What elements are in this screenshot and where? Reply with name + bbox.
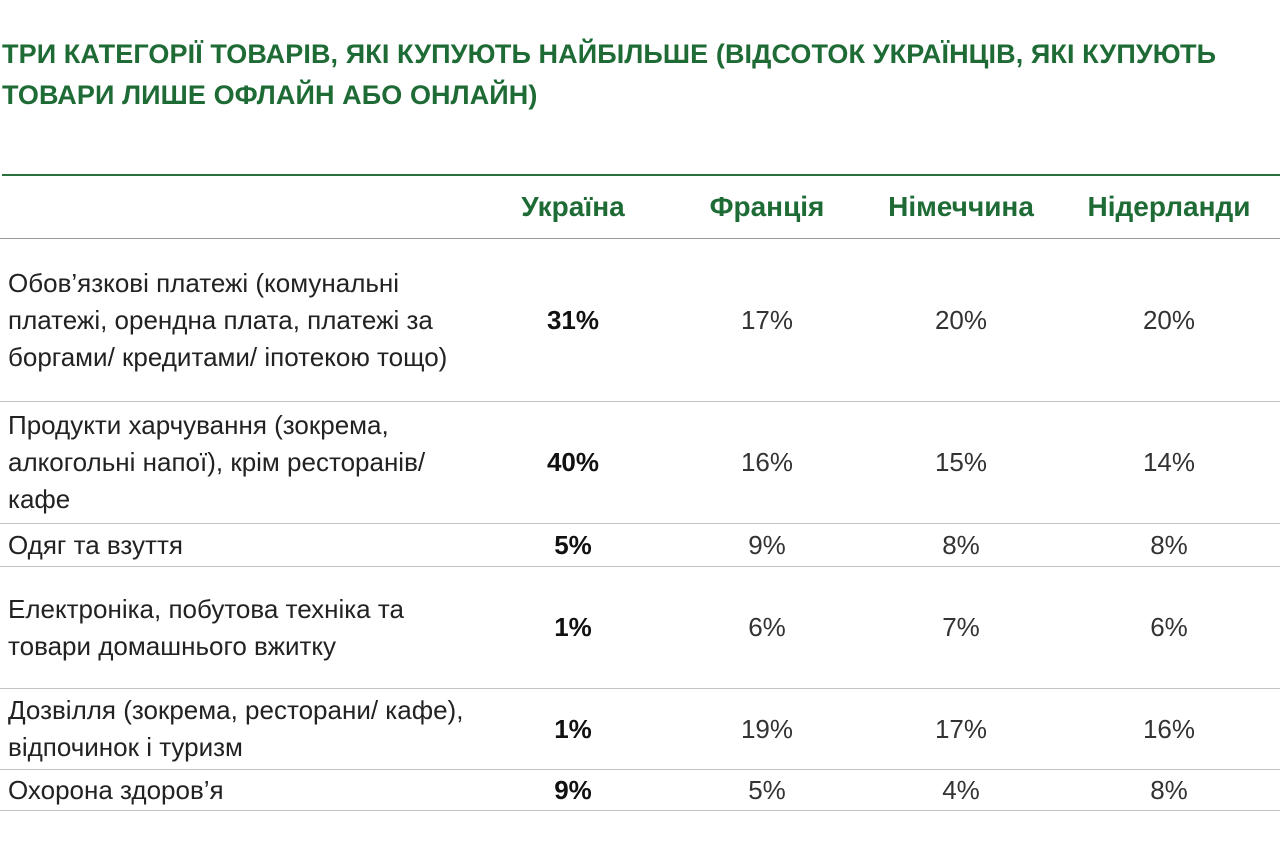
table-title: ТРИ КАТЕГОРІЇ ТОВАРІВ, ЯКІ КУПУЮТЬ НАЙБІ…: [2, 39, 1217, 110]
value-ukraine: 31%: [476, 238, 670, 402]
value-ukraine: 5%: [476, 523, 670, 567]
header-france: Франція: [670, 176, 864, 239]
row-category: Охорона здоров’я: [0, 769, 476, 811]
header-germany: Німеччина: [864, 176, 1058, 239]
table-row: Охорона здоров’я 9% 5% 4% 8%: [0, 769, 1280, 811]
row-category: Дозвілля (зокрема, ресторани/ кафе), від…: [0, 688, 476, 770]
table-row: Одяг та взуття 5% 9% 8% 8%: [0, 523, 1280, 567]
value-france: 5%: [670, 769, 864, 811]
table-row: Продукти харчування (зокрема, алкогольні…: [0, 401, 1280, 524]
value-ukraine: 1%: [476, 688, 670, 770]
table-row: Обов’язкові платежі (комунальні платежі,…: [0, 238, 1280, 402]
value-france: 9%: [670, 523, 864, 567]
value-netherlands: 20%: [1058, 238, 1280, 402]
value-netherlands: 14%: [1058, 401, 1280, 524]
value-germany: 8%: [864, 523, 1058, 567]
value-ukraine: 1%: [476, 566, 670, 689]
value-germany: 7%: [864, 566, 1058, 689]
header-ukraine: Україна: [476, 176, 670, 239]
value-ukraine: 40%: [476, 401, 670, 524]
table-row: Електроніка, побутова техніка та товари …: [0, 566, 1280, 689]
value-germany: 4%: [864, 769, 1058, 811]
row-category: Електроніка, побутова техніка та товари …: [0, 566, 476, 689]
value-france: 19%: [670, 688, 864, 770]
value-france: 17%: [670, 238, 864, 402]
row-category: Обов’язкові платежі (комунальні платежі,…: [0, 238, 476, 402]
value-netherlands: 8%: [1058, 769, 1280, 811]
value-ukraine: 9%: [476, 769, 670, 811]
value-netherlands: 6%: [1058, 566, 1280, 689]
header-category: [0, 176, 476, 239]
value-germany: 15%: [864, 401, 1058, 524]
header-row: Україна Франція Німеччина Нідерланди: [0, 176, 1280, 239]
top-divider: [2, 174, 1280, 176]
value-france: 16%: [670, 401, 864, 524]
comparison-table: Україна Франція Німеччина Нідерланди Обо…: [0, 176, 1280, 811]
value-germany: 20%: [864, 238, 1058, 402]
table-row: Дозвілля (зокрема, ресторани/ кафе), від…: [0, 688, 1280, 770]
value-germany: 17%: [864, 688, 1058, 770]
row-category: Одяг та взуття: [0, 523, 476, 567]
value-netherlands: 8%: [1058, 523, 1280, 567]
row-category: Продукти харчування (зокрема, алкогольні…: [0, 401, 476, 524]
value-netherlands: 16%: [1058, 688, 1280, 770]
header-netherlands: Нідерланди: [1058, 176, 1280, 239]
value-france: 6%: [670, 566, 864, 689]
